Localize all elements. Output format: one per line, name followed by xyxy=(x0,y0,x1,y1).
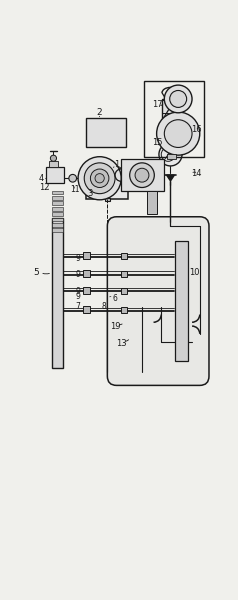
Bar xyxy=(52,196,64,200)
Circle shape xyxy=(135,168,149,182)
Circle shape xyxy=(78,157,121,200)
Bar xyxy=(83,252,90,259)
Text: 9: 9 xyxy=(76,292,80,301)
Circle shape xyxy=(95,173,104,183)
Text: 8: 8 xyxy=(101,302,106,311)
Text: 2: 2 xyxy=(97,107,102,116)
Bar xyxy=(52,191,64,194)
Circle shape xyxy=(159,143,182,166)
Bar xyxy=(167,154,176,159)
Bar xyxy=(52,229,64,232)
Polygon shape xyxy=(167,175,174,181)
Text: 11: 11 xyxy=(70,185,80,194)
Text: 9: 9 xyxy=(76,270,80,279)
Bar xyxy=(105,197,110,202)
Bar xyxy=(52,223,64,227)
Bar xyxy=(162,99,179,121)
Polygon shape xyxy=(167,131,174,137)
FancyBboxPatch shape xyxy=(107,217,209,385)
Bar xyxy=(147,191,157,214)
Text: 14: 14 xyxy=(191,169,201,178)
Bar xyxy=(121,159,164,191)
Bar xyxy=(121,253,127,259)
Text: 16: 16 xyxy=(191,125,201,134)
Text: 17: 17 xyxy=(152,100,163,109)
Text: 9: 9 xyxy=(76,287,80,296)
Bar xyxy=(52,218,64,221)
Bar xyxy=(52,207,64,211)
Bar xyxy=(121,307,127,313)
Bar xyxy=(86,118,126,148)
Circle shape xyxy=(164,85,192,113)
Circle shape xyxy=(170,91,187,107)
Circle shape xyxy=(130,163,154,187)
Text: 4: 4 xyxy=(39,174,44,183)
Bar xyxy=(52,218,63,368)
Circle shape xyxy=(50,155,56,161)
Bar xyxy=(83,270,90,277)
Text: 3: 3 xyxy=(88,189,93,198)
Bar xyxy=(52,202,64,205)
Circle shape xyxy=(157,112,200,155)
Text: 12: 12 xyxy=(39,183,50,192)
Bar xyxy=(175,241,188,361)
Bar xyxy=(86,168,128,199)
Bar xyxy=(144,81,204,157)
Text: 6: 6 xyxy=(113,294,118,303)
Bar xyxy=(121,271,127,277)
Text: 10: 10 xyxy=(189,268,200,277)
Bar xyxy=(46,167,64,183)
Bar xyxy=(83,287,90,294)
Circle shape xyxy=(69,175,77,182)
Text: 15: 15 xyxy=(152,139,163,148)
Circle shape xyxy=(84,163,115,194)
Text: 7: 7 xyxy=(76,302,80,311)
Bar xyxy=(52,212,64,216)
Text: 19: 19 xyxy=(110,322,120,331)
Bar xyxy=(121,287,127,294)
Text: 5: 5 xyxy=(34,268,39,277)
Bar xyxy=(83,306,90,313)
Text: 9: 9 xyxy=(76,254,80,263)
Bar xyxy=(49,161,58,167)
Circle shape xyxy=(164,120,192,148)
Text: 1: 1 xyxy=(114,160,119,169)
Circle shape xyxy=(90,169,109,187)
Text: 13: 13 xyxy=(116,338,127,347)
